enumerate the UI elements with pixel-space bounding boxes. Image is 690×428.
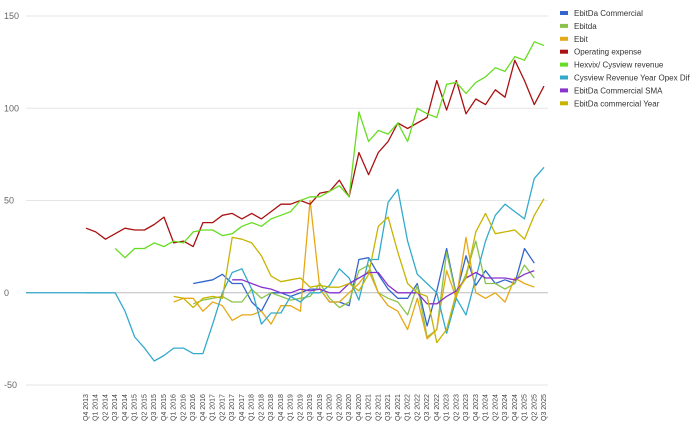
y-tick-label: 0 xyxy=(4,288,9,298)
x-tick-label: Q2 2024 xyxy=(492,394,499,421)
x-tick-label: Q1 2018 xyxy=(249,394,256,421)
series-line-7 xyxy=(173,198,545,344)
grid-layer xyxy=(26,15,548,386)
x-tick-label: Q2 2014 xyxy=(102,394,109,421)
legend-swatch xyxy=(560,49,568,54)
x-tick-label: Q3 2024 xyxy=(502,394,509,421)
y-axis: -50 0 50 100 150 xyxy=(4,11,19,390)
x-tick-label: Q4 2014 xyxy=(122,394,129,421)
y-tick-label: 100 xyxy=(4,103,19,113)
x-tick-label: Q4 2013 xyxy=(83,394,90,421)
x-tick-label: Q4 2023 xyxy=(473,394,480,421)
series-line-5 xyxy=(86,166,545,362)
x-tick-label: Q2 2022 xyxy=(414,394,421,421)
x-tick-label: Q1 2024 xyxy=(483,394,490,421)
series-line-0 xyxy=(193,247,535,327)
y-tick-label: 150 xyxy=(4,11,19,21)
x-tick-label: Q3 2022 xyxy=(424,394,431,421)
x-tick-label: Q4 2019 xyxy=(317,394,324,421)
x-tick-label: Q4 2022 xyxy=(434,394,441,421)
x-tick-label: Q4 2018 xyxy=(278,394,285,421)
legend-label: Ebit xyxy=(574,35,589,44)
x-tick-label: Q3 2020 xyxy=(346,394,353,421)
series-line-2 xyxy=(173,199,535,340)
x-tick-label: Q1 2025 xyxy=(522,394,529,421)
x-tick-label: Q1 2017 xyxy=(210,394,217,421)
x-tick-label: Q3 2025 xyxy=(541,394,548,421)
x-tick-label: Q2 2023 xyxy=(453,394,460,421)
x-tick-label: Q1 2016 xyxy=(171,394,178,421)
legend-swatch xyxy=(560,88,568,93)
x-tick-label: Q1 2015 xyxy=(132,394,139,421)
legend: EbitDa Commercial Ebitda Ebit Operating exp… xyxy=(560,9,690,108)
x-tick-label: Q3 2018 xyxy=(268,394,275,421)
x-tick-label: Q3 2014 xyxy=(112,394,119,421)
legend-label: Ebitda xyxy=(574,22,597,31)
legend-label: Cysview Revenue Year Opex Diff xyxy=(574,74,690,83)
x-tick-label: Q4 2017 xyxy=(239,394,246,421)
x-tick-label: Q2 2021 xyxy=(375,394,382,421)
series-line-6 xyxy=(232,269,535,305)
x-tick-label: Q3 2016 xyxy=(190,394,197,421)
x-tick-label: Q3 2023 xyxy=(463,394,470,421)
x-tick-label: Q1 2014 xyxy=(93,394,100,421)
legend-label: EbitDa Commercial SMA xyxy=(574,86,663,95)
series-line-3 xyxy=(85,59,545,248)
x-tick-label: Q3 2015 xyxy=(151,394,158,421)
x-tick-label: Q2 2015 xyxy=(141,394,148,421)
legend-label: Operating expense xyxy=(574,48,642,57)
x-tick-label: Q4 2021 xyxy=(395,394,402,421)
legend-label: Hexvix/ Cysview revenue xyxy=(574,61,664,70)
x-tick-label: Q1 2022 xyxy=(405,394,412,421)
series-layer xyxy=(26,41,545,362)
series-line-4 xyxy=(114,41,545,259)
x-tick-label: Q3 2021 xyxy=(385,394,392,421)
legend-swatch xyxy=(560,62,568,67)
x-tick-label: Q3 2017 xyxy=(229,394,236,421)
x-tick-label: Q1 2023 xyxy=(444,394,451,421)
x-axis: Q4 2013 Q1 2014 Q2 2014 Q3 2014 Q4 2014 Q1 20… xyxy=(83,394,548,421)
legend-swatch xyxy=(560,11,568,15)
x-tick-label: Q2 2020 xyxy=(336,394,343,421)
x-tick-label: Q3 2019 xyxy=(307,394,314,421)
x-tick-label: Q4 2024 xyxy=(512,394,519,421)
legend-swatch xyxy=(560,101,568,106)
x-tick-label: Q1 2021 xyxy=(366,394,373,421)
x-tick-label: Q2 2019 xyxy=(297,394,304,421)
legend-label: EbitDa Commercial xyxy=(574,9,643,18)
legend-swatch xyxy=(560,23,568,28)
x-tick-label: Q2 2018 xyxy=(258,394,265,421)
x-tick-label: Q4 2020 xyxy=(356,394,363,421)
x-tick-label: Q1 2020 xyxy=(327,394,334,421)
x-tick-label: Q1 2019 xyxy=(288,394,295,421)
x-tick-label: Q4 2015 xyxy=(161,394,168,421)
x-tick-label: Q2 2025 xyxy=(531,394,538,421)
y-tick-label: 50 xyxy=(4,196,14,206)
legend-swatch xyxy=(560,75,568,80)
x-tick-label: Q4 2016 xyxy=(200,394,207,421)
y-tick-label: -50 xyxy=(4,380,17,390)
x-tick-label: Q2 2016 xyxy=(180,394,187,421)
legend-swatch xyxy=(560,36,568,41)
series-line-1 xyxy=(192,240,535,338)
legend-label: EbitDa commercial Year xyxy=(574,99,660,108)
x-tick-label: Q2 2017 xyxy=(219,394,226,421)
